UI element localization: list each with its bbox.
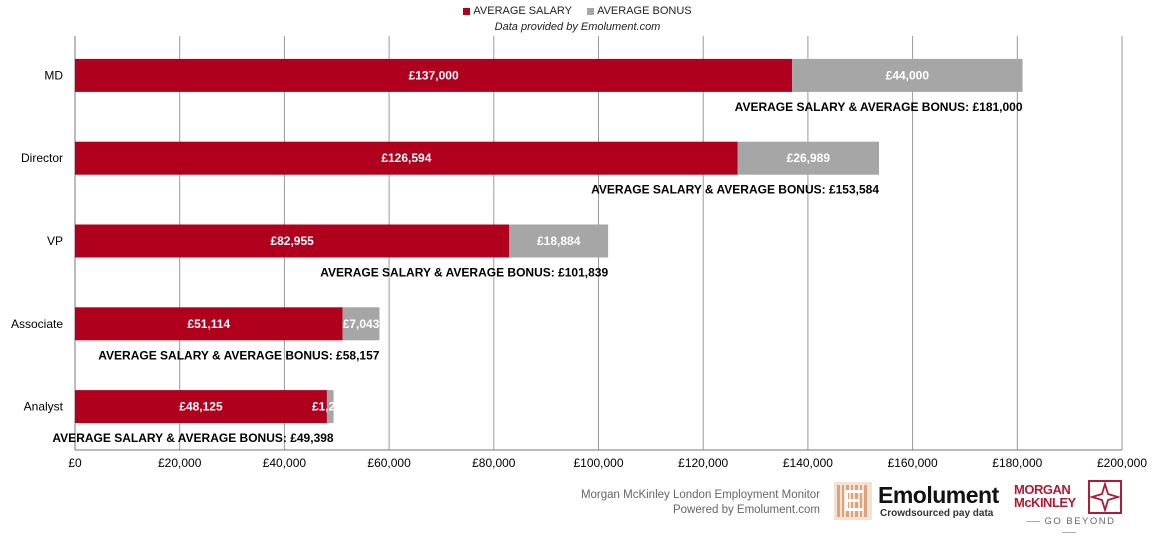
y-tick-label: Associate	[11, 317, 63, 331]
data-label-salary: £48,125	[179, 400, 223, 414]
y-tick-label: MD	[44, 68, 63, 82]
x-tick-label: £40,000	[263, 456, 307, 470]
footer-line-1: Morgan McKinley London Employment Monito…	[581, 488, 820, 503]
total-label: AVERAGE SALARY & AVERAGE BONUS: £153,584	[591, 183, 879, 197]
x-tick-label: £160,000	[888, 456, 938, 470]
x-tick-label: £0	[68, 456, 82, 470]
emolument-mark-icon	[834, 482, 872, 520]
emolument-tagline: Crowdsourced pay data	[880, 508, 993, 519]
total-label: AVERAGE SALARY & AVERAGE BONUS: £49,398	[52, 431, 334, 445]
y-tick-label: VP	[47, 234, 63, 248]
x-tick-label: £200,000	[1097, 456, 1147, 470]
total-label: AVERAGE SALARY & AVERAGE BONUS: £181,000	[735, 100, 1023, 114]
emolument-wordmark: Emolument	[878, 482, 999, 509]
morgan-mckinley-logo: MORGAN McKINLEY GO BEYOND	[1014, 480, 1144, 528]
data-label-salary: £51,114	[187, 317, 230, 331]
data-label-bonus: £26,989	[787, 151, 831, 165]
x-tick-label: £140,000	[783, 456, 833, 470]
footer-credit: Morgan McKinley London Employment Monito…	[581, 488, 820, 518]
footer-line-2: Powered by Emolument.com	[581, 503, 820, 518]
data-label-salary: £82,955	[270, 234, 314, 248]
total-label: AVERAGE SALARY & AVERAGE BONUS: £101,839	[320, 266, 608, 280]
total-label: AVERAGE SALARY & AVERAGE BONUS: £58,157	[98, 348, 380, 362]
y-tick-label: Analyst	[24, 400, 64, 414]
y-tick-label: Director	[21, 151, 63, 165]
data-label-bonus: £1,273	[312, 400, 349, 414]
x-tick-label: £80,000	[472, 456, 516, 470]
mm-tagline: GO BEYOND	[1014, 516, 1124, 538]
x-tick-label: £120,000	[678, 456, 728, 470]
mm-wordmark: MORGAN McKINLEY	[1014, 483, 1086, 509]
x-tick-label: £180,000	[992, 456, 1042, 470]
salary-bar-chart: £0 £20,000 £40,000 £60,000 £80,000 £100,000 £1…	[0, 0, 1155, 470]
x-tick-label: £60,000	[367, 456, 411, 470]
x-tick-label: £20,000	[158, 456, 202, 470]
emolument-logo: Emolument Crowdsourced pay data	[834, 482, 1004, 522]
data-label-bonus: £18,884	[537, 234, 581, 248]
data-label-bonus: £44,000	[886, 68, 930, 82]
data-label-bonus: £7,043	[343, 317, 380, 331]
data-label-salary: £126,594	[381, 151, 431, 165]
data-label-salary: £137,000	[409, 68, 459, 82]
x-tick-label: £100,000	[573, 456, 623, 470]
mm-compass-icon	[1088, 480, 1122, 514]
mm-wordmark-line-2: McKINLEY	[1014, 496, 1086, 509]
